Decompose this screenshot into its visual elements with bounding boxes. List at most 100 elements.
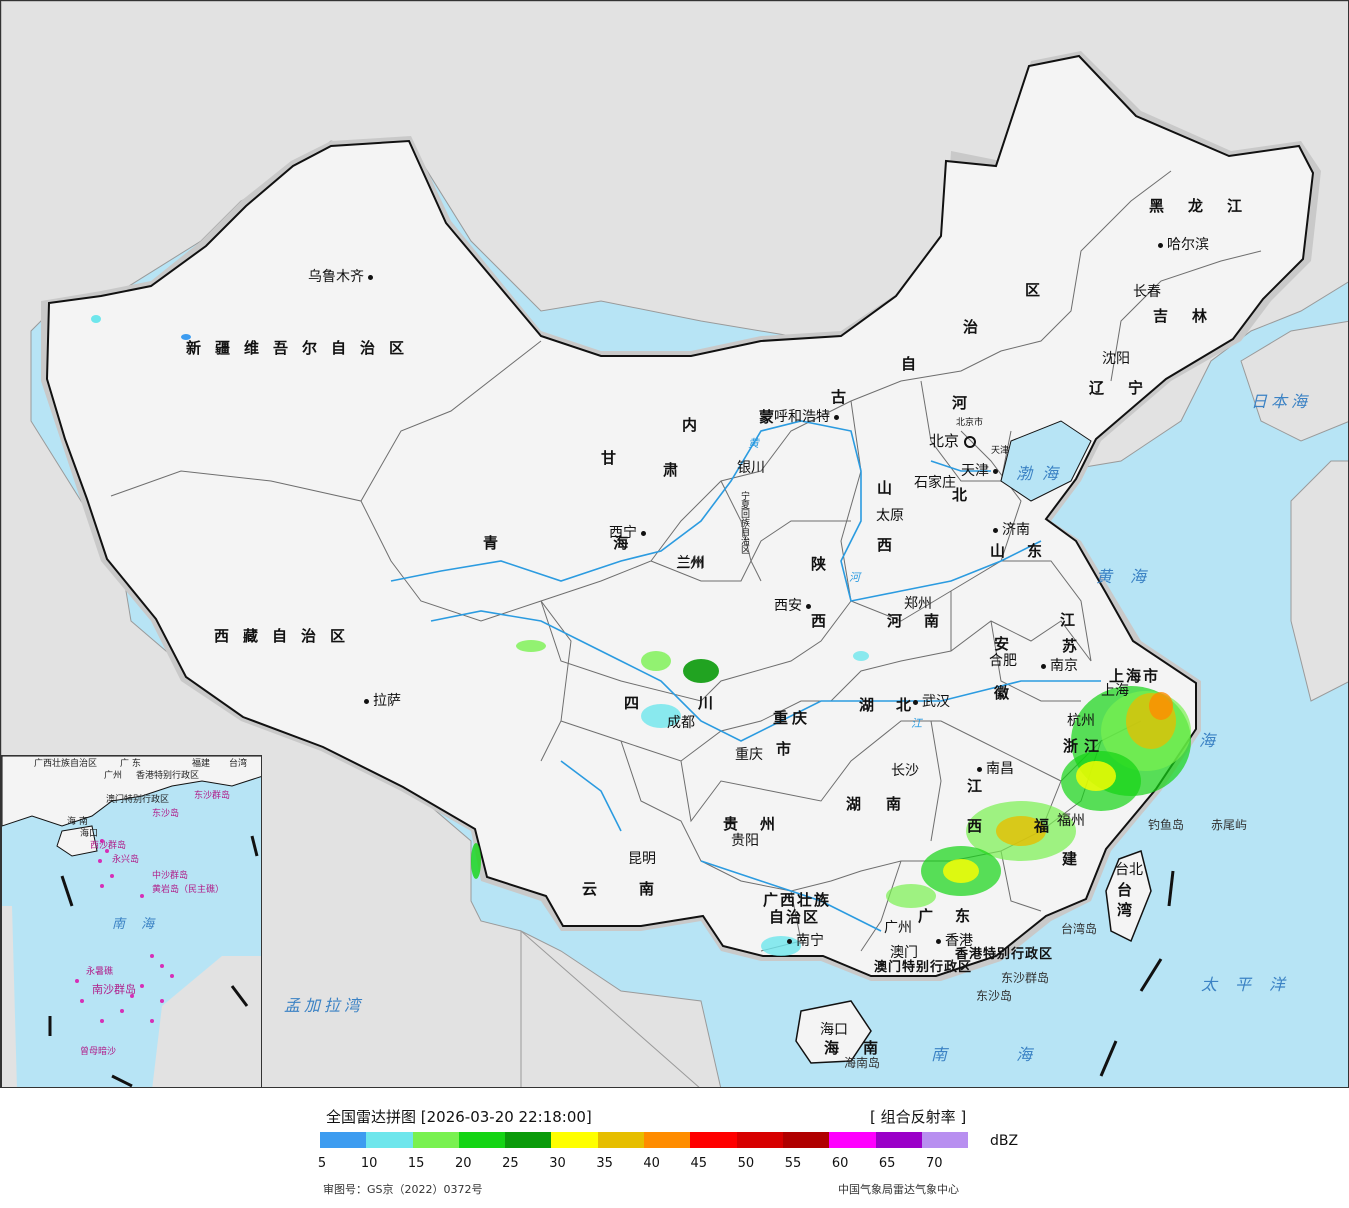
city-yinchuan: 银川 <box>737 460 765 476</box>
legend-tick-label: 30 <box>549 1156 566 1171</box>
region-heilongjiang: 黑龙江 <box>1149 197 1267 215</box>
region-henan: 河南 <box>887 612 962 630</box>
city-hohhot: 呼和浩特 <box>774 410 839 424</box>
region-guangxi-2: 自治区 <box>769 908 821 926</box>
legend-swatch <box>366 1132 413 1148</box>
legend-tick-label: 25 <box>502 1156 519 1171</box>
city-shenyang: 沈阳 <box>1102 351 1130 367</box>
sea-bohai: 渤海 <box>1016 464 1069 483</box>
region-anhui-1: 安 <box>994 635 1024 653</box>
city-chongqing: 重庆 <box>735 747 763 763</box>
region-hebei-2: 北 <box>952 486 982 504</box>
city-xian: 西安 <box>774 599 811 613</box>
inset-huangyan: 黄岩岛（民主礁） <box>152 885 225 895</box>
region-shanghai-city: 上海市 <box>1109 667 1161 685</box>
legend-tick-label: 65 <box>878 1156 896 1171</box>
sea-taipingyang: 太平洋 <box>1201 975 1304 994</box>
radar-map: 乌鲁木齐 哈尔滨 长春 沈阳 呼和浩特 北京 北京市 天津 天津 石家庄 太原 … <box>0 0 1349 1088</box>
legend-tick-label: 60 <box>831 1156 849 1171</box>
inset-guangdong: 广 东 <box>120 759 141 769</box>
inset-fujian: 福建 <box>192 759 211 769</box>
bohai-water <box>1000 420 1092 502</box>
inset-nansha: 南沙群岛 <box>92 983 136 996</box>
legend-approval: 审图号：GS京（2022）0372号 <box>323 1183 483 1196</box>
island-taiwandao: 台湾岛 <box>1061 922 1098 936</box>
city-tianjin-small: 天津 <box>991 446 1010 456</box>
region-jilin: 吉林 <box>1153 307 1232 325</box>
inset-yongxing: 永兴岛 <box>112 855 140 865</box>
city-changchun: 长春 <box>1133 284 1161 300</box>
region-nm-1: 内 <box>682 416 712 434</box>
legend-swatch <box>412 1132 459 1148</box>
inset-zengmu: 曾母暗沙 <box>80 1047 117 1057</box>
legend <box>0 1088 1349 1208</box>
city-shanghai: 上海 <box>1101 683 1129 699</box>
legend-swatch <box>875 1132 922 1148</box>
legend-swatch <box>921 1132 969 1148</box>
region-jiangxi-2: 西 <box>967 817 997 835</box>
city-hefei: 合肥 <box>989 653 1017 669</box>
legend-swatch <box>782 1132 830 1148</box>
sea-donghai: 海 <box>1199 731 1230 750</box>
region-jiangsu-2: 苏 <box>1062 637 1092 655</box>
legend-swatch <box>505 1132 552 1148</box>
inset-dongshadao: 东沙岛 <box>152 809 180 819</box>
city-shijiazhuang: 石家庄 <box>914 475 956 491</box>
legend-tick-label: 15 <box>407 1156 425 1171</box>
city-macau: 澳门 <box>890 945 918 961</box>
inset-zhongsha: 中沙群岛 <box>152 871 189 881</box>
region-hunan-1: 湖 <box>846 795 876 813</box>
region-jiangxi-1: 江 <box>967 777 997 795</box>
region-shanxi-2: 西 <box>877 536 907 554</box>
city-guangzhou: 广州 <box>884 920 912 936</box>
legend-swatch <box>690 1132 737 1148</box>
taiwan-island <box>1105 850 1152 943</box>
region-nm-4: 自 <box>901 355 931 373</box>
city-harbin: 哈尔滨 <box>1158 238 1209 252</box>
legend-tick-label: 55 <box>784 1156 802 1171</box>
city-lhasa: 拉萨 <box>364 694 401 708</box>
city-nanjing: 南京 <box>1041 659 1078 673</box>
legend-source: 中国气象局雷达气象中心 <box>838 1183 959 1196</box>
legend-tick-label: 70 <box>926 1156 943 1171</box>
city-hongkong: 香港 <box>936 934 973 948</box>
region-taiwan-1: 台 <box>1117 881 1147 899</box>
region-xinjiang: 新疆维吾尔自治区 <box>186 339 419 357</box>
region-shaanxi-2: 西 <box>811 612 841 630</box>
region-guizhou: 贵州 <box>723 815 798 833</box>
region-hebei-1: 河 <box>952 394 982 412</box>
island-dongsha: 东沙群岛 <box>1001 971 1050 985</box>
city-nanchang: 南昌 <box>977 762 1014 776</box>
legend-tick-label: 10 <box>360 1156 378 1171</box>
river-jiang: 江 <box>911 717 922 730</box>
island-chiwei: 赤尾屿 <box>1211 818 1248 832</box>
region-gansu-lz: 三州 <box>676 556 704 572</box>
region-yunnan: 云南 <box>582 880 697 898</box>
nine-dash-line <box>1099 870 1175 1077</box>
island-diaoyu: 钓鱼岛 <box>1148 818 1185 832</box>
region-hainan-1: 海 <box>824 1039 854 1057</box>
city-guiyang: 贵阳 <box>731 833 759 849</box>
inset-guangzhou: 广州 <box>104 771 123 781</box>
city-changsha: 长沙 <box>891 763 919 779</box>
hainan-island <box>795 1000 872 1064</box>
map-base <box>1 1 1348 1087</box>
sea-mengjiala: 孟加拉湾 <box>284 996 365 1015</box>
inset-hainan: 海 南 <box>67 817 88 827</box>
region-sichuan-1: 四 <box>624 694 654 712</box>
city-urumqi: 乌鲁木齐 <box>308 270 373 284</box>
legend-colorbar <box>320 1132 969 1148</box>
legend-tick-label: 50 <box>737 1156 755 1171</box>
south-china-sea-inset: 广西壮族自治区 广 东 福建 台湾 广州 香港特别行政区 澳门特别行政区 东沙群… <box>1 755 262 1087</box>
city-tianjin: 天津 <box>961 464 998 478</box>
region-nm-3: 古 <box>831 388 861 406</box>
city-beijing: 北京 <box>929 434 976 449</box>
legend-swatch <box>829 1132 876 1148</box>
legend-swatch <box>320 1132 367 1148</box>
city-haikou: 海口 <box>820 1022 848 1038</box>
legend-product: [ 组合反射率 ] <box>870 1108 967 1126</box>
inset-taiwan: 台湾 <box>229 759 248 769</box>
island-hainandao: 海南岛 <box>844 1056 881 1070</box>
region-hunan-2: 南 <box>886 795 916 813</box>
region-sichuan-2: 川 <box>698 694 728 712</box>
